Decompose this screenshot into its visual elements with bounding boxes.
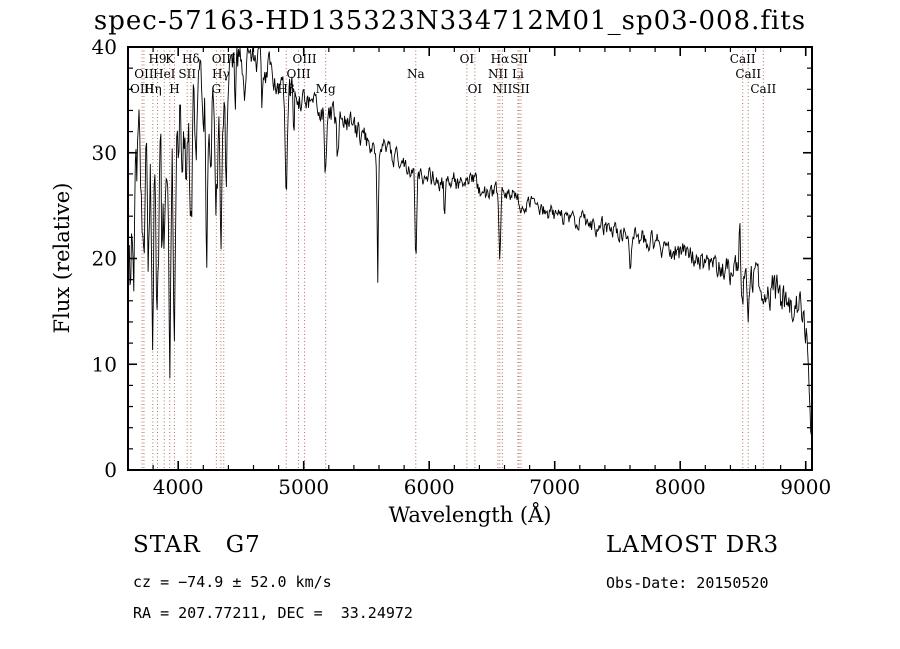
ra-dec-text: RA = 207.77211, DEC = 33.24972 [133, 604, 413, 622]
line-label: Hβ [278, 82, 295, 96]
line-label: SII [510, 52, 528, 66]
line-label: OII [134, 67, 154, 81]
line-label: Hα [491, 52, 510, 66]
y-tick-label: 10 [92, 352, 117, 376]
line-label: H9 [148, 52, 166, 66]
line-label: OIII [130, 82, 154, 96]
x-tick-label: 8000 [655, 475, 706, 499]
line-label: Hγ [212, 67, 230, 81]
line-label: HeI [153, 67, 176, 81]
line-label: NII [488, 67, 508, 81]
line-label: OIII [212, 52, 236, 66]
y-axis-label: Flux (relative) [50, 182, 74, 334]
spectrum-series [128, 47, 812, 436]
x-tick-label: 7000 [529, 475, 580, 499]
x-axis-label: Wavelength (Å) [388, 503, 552, 527]
line-label: OI [468, 82, 483, 96]
line-label: OIII [293, 52, 317, 66]
y-tick-label: 40 [92, 35, 117, 59]
spectral-line-markers [141, 47, 764, 470]
line-label: K [165, 52, 175, 66]
line-label: H [169, 82, 179, 96]
axes: 4000 5000 6000 7000 8000 9000 0 10 20 30 40 [92, 35, 832, 499]
line-label: Mg [316, 82, 336, 96]
y-tick-label: 20 [92, 247, 117, 271]
line-label: NII [492, 82, 512, 96]
line-label: Li [512, 67, 524, 81]
line-label: Hη [144, 82, 162, 96]
x-tick-label: 9000 [780, 475, 831, 499]
line-label: CaII [730, 52, 756, 66]
x-tick-label: 6000 [404, 475, 455, 499]
classification-text: STAR G7 [133, 532, 261, 558]
line-label: CaII [750, 82, 776, 96]
line-label: SII [178, 67, 196, 81]
line-label: Hδ [182, 52, 200, 66]
line-label: SII [512, 82, 530, 96]
x-tick-label: 5000 [278, 475, 329, 499]
y-tick-label: 0 [104, 458, 117, 482]
y-tick-label: 30 [92, 141, 117, 165]
obs-date-text: Obs-Date: 20150520 [606, 574, 769, 592]
plot-border [127, 46, 813, 471]
line-label: G [212, 82, 222, 96]
chart-title: spec-57163-HD135323N334712M01_sp03-008.f… [93, 6, 807, 36]
line-label: OI [460, 52, 475, 66]
line-label: OIII [287, 67, 311, 81]
x-tick-label: 4000 [153, 475, 204, 499]
survey-release-text: LAMOST DR3 [606, 532, 780, 558]
line-label: Na [407, 67, 425, 81]
spectrum-line [128, 47, 812, 436]
line-label: CaII [735, 67, 761, 81]
cz-velocity-text: cz = −74.9 ± 52.0 km/s [133, 573, 332, 591]
